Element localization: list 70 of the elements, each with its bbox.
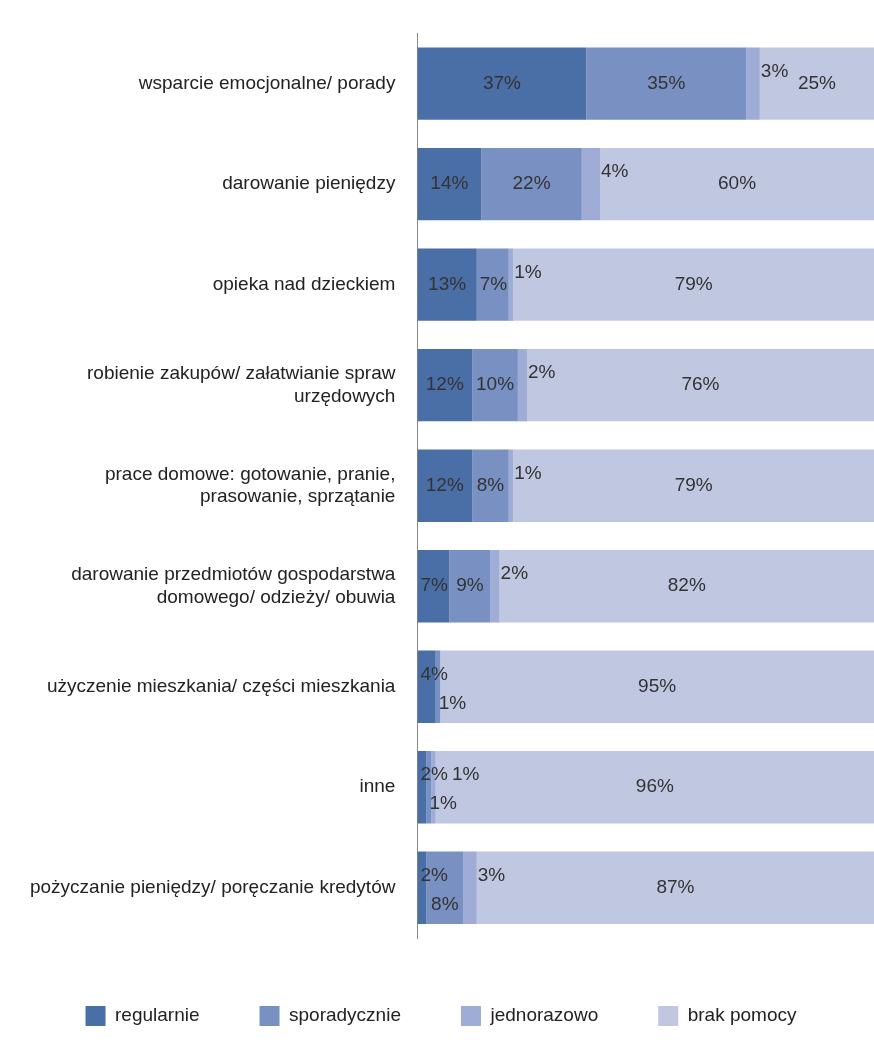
- data-label: 95%: [638, 674, 677, 696]
- data-label: 10%: [476, 373, 515, 395]
- data-label: 1%: [438, 691, 467, 713]
- data-label: 12%: [425, 373, 464, 395]
- y-tick-label: wsparcie emocjonalne/ porady: [137, 71, 396, 93]
- data-label: 9%: [456, 574, 484, 596]
- legend-label: jednorazowo: [489, 1004, 599, 1026]
- bar: [472, 349, 518, 422]
- data-label: 25%: [797, 71, 837, 93]
- legend-label: regularnie: [115, 1004, 200, 1026]
- y-tick-label: inne: [359, 775, 396, 797]
- bar: [513, 248, 874, 321]
- data-label: 96%: [635, 775, 674, 797]
- bar: [481, 147, 582, 221]
- bar: [581, 147, 601, 221]
- data-label: 8%: [476, 473, 505, 495]
- bar: [517, 349, 527, 422]
- data-label: 1%: [514, 260, 542, 282]
- data-label: 1%: [451, 763, 480, 785]
- y-tick-label: opieka nad dzieckiem: [212, 272, 396, 294]
- bar: [472, 449, 509, 522]
- data-label: 76%: [681, 373, 720, 395]
- data-label: 37%: [482, 71, 522, 93]
- data-label: 7%: [479, 272, 508, 294]
- data-label: 3%: [477, 863, 506, 885]
- legend-label: sporadycznie: [289, 1004, 401, 1026]
- legend-label: brak pomocy: [687, 1004, 797, 1026]
- data-label: 35%: [647, 71, 686, 93]
- bar: [759, 47, 874, 120]
- y-tick-label: robienie zakupów/ załatwianie spraw urzędowych: [87, 362, 396, 406]
- data-label: 79%: [674, 272, 713, 294]
- data-label: 1%: [514, 461, 542, 483]
- data-label: 22%: [512, 172, 551, 194]
- bar: [513, 449, 874, 522]
- bar: [527, 349, 874, 422]
- bar: [449, 550, 491, 623]
- y-tick-label: darowanie pieniędzy: [222, 172, 396, 194]
- data-label: 4%: [601, 160, 629, 182]
- bar: [490, 550, 500, 623]
- bar: [476, 248, 509, 321]
- data-label: 12%: [425, 473, 464, 495]
- bar: [463, 851, 477, 924]
- bar: [417, 47, 587, 120]
- data-label: 7%: [420, 574, 448, 596]
- y-tick-label: pożyczanie pieniędzy/ poręczanie kredytów: [29, 875, 396, 897]
- data-label: 14%: [430, 172, 469, 194]
- data-label: 2%: [420, 763, 448, 785]
- bar: [476, 851, 874, 924]
- data-label: 3%: [760, 59, 789, 81]
- bar: [417, 449, 473, 522]
- bar: [600, 147, 874, 221]
- y-tick-label: prace domowe: gotowanie, pranie, prasowanie, sprzątanie: [104, 462, 396, 507]
- bar: [417, 147, 482, 221]
- data-label: 2%: [528, 361, 556, 383]
- y-tick-label: darowanie przedmiotów gospodarstwa domowego/ odzieży/ obuwia: [71, 563, 396, 607]
- data-label: 2%: [500, 562, 529, 584]
- data-label: 13%: [428, 272, 467, 294]
- data-label: 2%: [420, 863, 448, 885]
- bar: [586, 47, 747, 120]
- data-label: 87%: [656, 875, 695, 897]
- data-label: 8%: [431, 892, 459, 914]
- bar: [417, 248, 477, 321]
- data-label: 1%: [429, 792, 458, 814]
- data-label: 79%: [674, 473, 713, 495]
- bar: [417, 349, 473, 422]
- data-label: 60%: [718, 172, 757, 194]
- bar: [746, 47, 760, 120]
- data-label: 82%: [667, 574, 706, 596]
- bar: [499, 550, 874, 623]
- y-tick-label: użyczenie mieszkania/ części mieszkania: [46, 674, 396, 696]
